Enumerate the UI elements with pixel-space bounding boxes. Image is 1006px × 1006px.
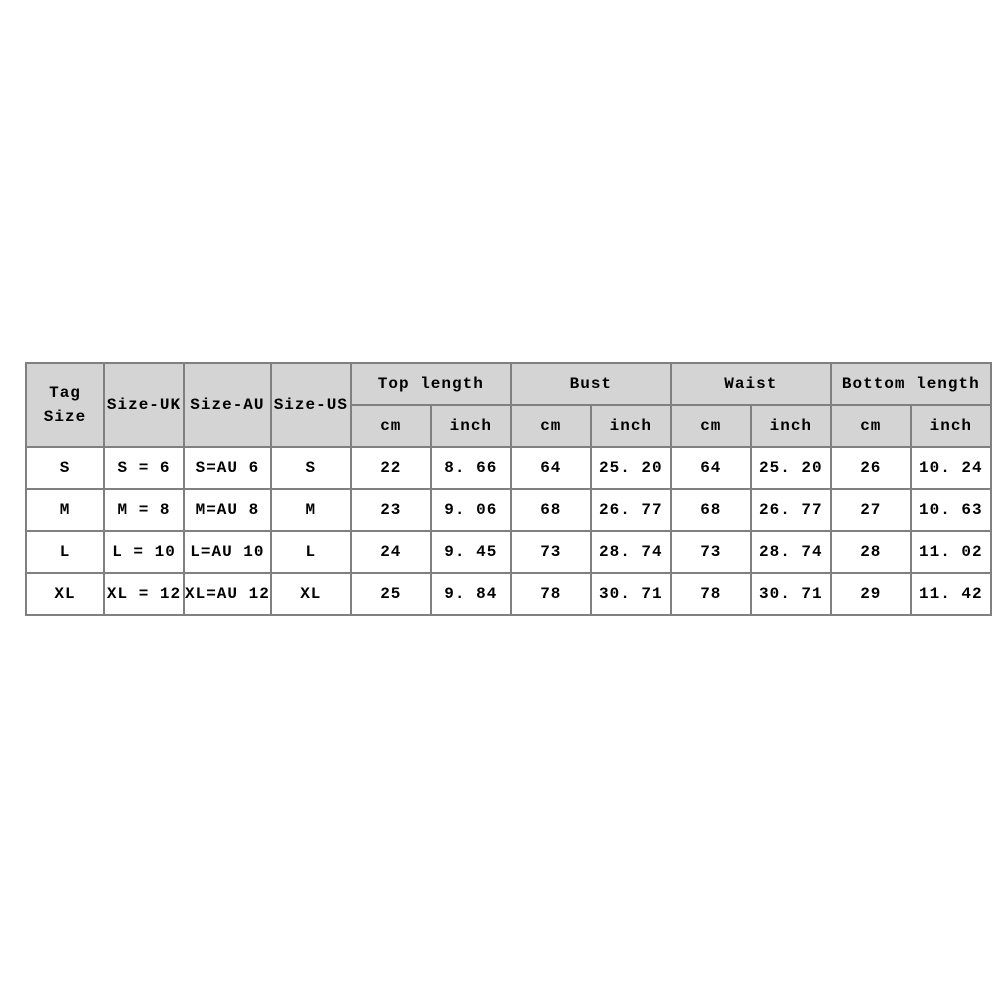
table-cell: S [25,446,105,490]
table-cell: 73 [509,530,592,574]
table-cell: 9. 06 [429,488,512,532]
table-cell: 64 [669,446,752,490]
table-cell: XL [25,572,105,616]
table-cell: 30. 71 [749,572,832,616]
table-cell: S = 6 [103,446,185,490]
table-cell: 26. 77 [589,488,672,532]
table-cell: 73 [669,530,752,574]
table-row-s: S S = 6 S=AU 6 S 22 8. 66 64 25. 20 64 2… [25,446,992,490]
header-group-waist: Waist [669,362,832,406]
table-cell: 28 [829,530,912,574]
table-row-xl: XL XL = 12 XL=AU 12 XL 25 9. 84 78 30. 7… [25,572,992,616]
table-cell: XL = 12 [103,572,185,616]
table-cell: 25. 20 [749,446,832,490]
table-cell: 29 [829,572,912,616]
header-cell-bottom-length-cm: cm [829,404,912,448]
table-cell: 24 [349,530,432,574]
table-cell: M [269,488,352,532]
table-cell: 27 [829,488,912,532]
table-cell: 68 [509,488,592,532]
table-cell: L = 10 [103,530,185,574]
table-cell: 8. 66 [429,446,512,490]
table-cell: 11. 02 [909,530,992,574]
table-cell: 11. 42 [909,572,992,616]
header-cell-bust-inch: inch [589,404,672,448]
header-cell-bust-cm: cm [509,404,592,448]
table-cell: 28. 74 [589,530,672,574]
header-cell-waist-cm: cm [669,404,752,448]
table-cell: 30. 71 [589,572,672,616]
header-group-bottom-length: Bottom length [829,362,992,406]
table-cell: M = 8 [103,488,185,532]
header-group-bust: Bust [509,362,672,406]
table-header: Tag Size Size-UK Size-AU Size-US Top len… [25,362,992,448]
table-cell: 78 [669,572,752,616]
header-cell-tag-size: Tag Size [25,362,105,448]
table-cell: 28. 74 [749,530,832,574]
size-chart-table: Tag Size Size-UK Size-AU Size-US Top len… [25,362,992,616]
table-cell: L=AU 10 [183,530,272,574]
table-cell: 22 [349,446,432,490]
table-cell: 9. 45 [429,530,512,574]
header-unit-row: cm inch cm inch cm inch cm inch [26,404,992,448]
table-cell: M [25,488,105,532]
table-cell: M=AU 8 [183,488,272,532]
table-row-l: L L = 10 L=AU 10 L 24 9. 45 73 28. 74 73… [25,530,992,574]
table-cell: L [25,530,105,574]
table-cell: 26 [829,446,912,490]
header-cell-bottom-length-inch: inch [909,404,992,448]
header-cell-size-us: Size-US [269,362,352,448]
header-cell-waist-inch: inch [749,404,832,448]
table-cell: 10. 63 [909,488,992,532]
table-cell: 25 [349,572,432,616]
table-cell: 25. 20 [589,446,672,490]
table-cell: 78 [509,572,592,616]
table-cell: XL=AU 12 [183,572,272,616]
header-group-top-length: Top length [349,362,512,406]
header-cell-size-au: Size-AU [183,362,272,448]
table-row-m: M M = 8 M=AU 8 M 23 9. 06 68 26. 77 68 2… [25,488,992,532]
header-cell-top-length-cm: cm [349,404,432,448]
table-cell: XL [269,572,352,616]
table-cell: 23 [349,488,432,532]
table-body: S S = 6 S=AU 6 S 22 8. 66 64 25. 20 64 2… [25,446,992,616]
table-cell: 10. 24 [909,446,992,490]
table-cell: S [269,446,352,490]
table-cell: 26. 77 [749,488,832,532]
table-cell: L [269,530,352,574]
table-cell: 9. 84 [429,572,512,616]
header-group-row: Tag Size Size-UK Size-AU Size-US Top len… [25,362,992,448]
header-cell-top-length-inch: inch [429,404,512,448]
table-cell: 64 [509,446,592,490]
table-cell: 68 [669,488,752,532]
table-cell: S=AU 6 [183,446,272,490]
header-cell-size-uk: Size-UK [103,362,185,448]
